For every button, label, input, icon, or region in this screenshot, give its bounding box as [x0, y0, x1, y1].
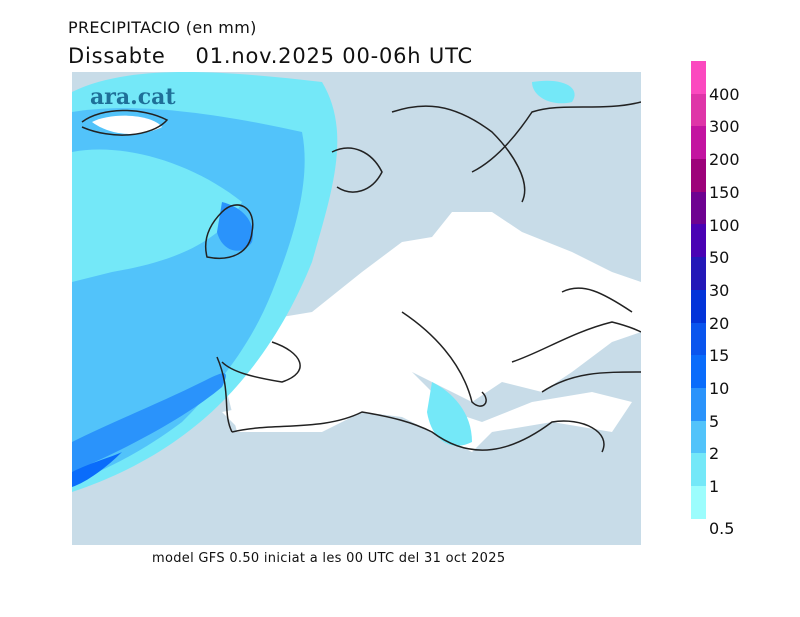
colorbar-segment	[691, 453, 706, 486]
colorbar-label: 2	[709, 444, 720, 464]
ara-cat-logo: ara.cat	[90, 84, 176, 110]
colorbar-segment	[691, 191, 706, 225]
colorbar-segment	[691, 387, 706, 421]
colorbar-label: 1	[709, 477, 720, 497]
mediterranean-sea	[222, 362, 632, 452]
colorbar-segment	[691, 485, 706, 519]
colorbar-label: 15	[709, 346, 730, 366]
model-info-footer: model GFS 0.50 iniciat a les 00 UTC del …	[152, 551, 506, 566]
colorbar-label: 30	[709, 280, 730, 300]
colorbar-segment	[691, 61, 706, 94]
colorbar-segment	[691, 322, 706, 356]
colorbar-label: 200	[709, 150, 740, 170]
colorbar	[691, 61, 706, 519]
colorbar-segment	[691, 420, 706, 454]
colorbar-label: 400	[709, 84, 740, 104]
precipitation-map	[72, 72, 641, 545]
colorbar-segment	[691, 355, 706, 388]
colorbar-label: 5	[709, 411, 720, 431]
colorbar-segment	[691, 224, 706, 258]
colorbar-label: 0.5	[709, 518, 735, 538]
colorbar-segment	[691, 289, 706, 323]
colorbar-label: 100	[709, 215, 740, 235]
colorbar-label: 20	[709, 313, 730, 333]
colorbar-label: 300	[709, 117, 740, 137]
colorbar-segment	[691, 126, 706, 160]
colorbar-segment	[691, 159, 706, 192]
map-subtitle: Dissabte 01.nov.2025 00-06h UTC	[68, 44, 473, 68]
colorbar-label: 50	[709, 248, 730, 268]
colorbar-label: 150	[709, 182, 740, 202]
colorbar-segment	[691, 93, 706, 127]
precipitation-field	[72, 72, 575, 492]
colorbar-segment	[691, 257, 706, 290]
coastlines	[81, 101, 641, 453]
colorbar-label: 10	[709, 379, 730, 398]
map-title: PRECIPITACIO (en mm)	[68, 18, 257, 37]
